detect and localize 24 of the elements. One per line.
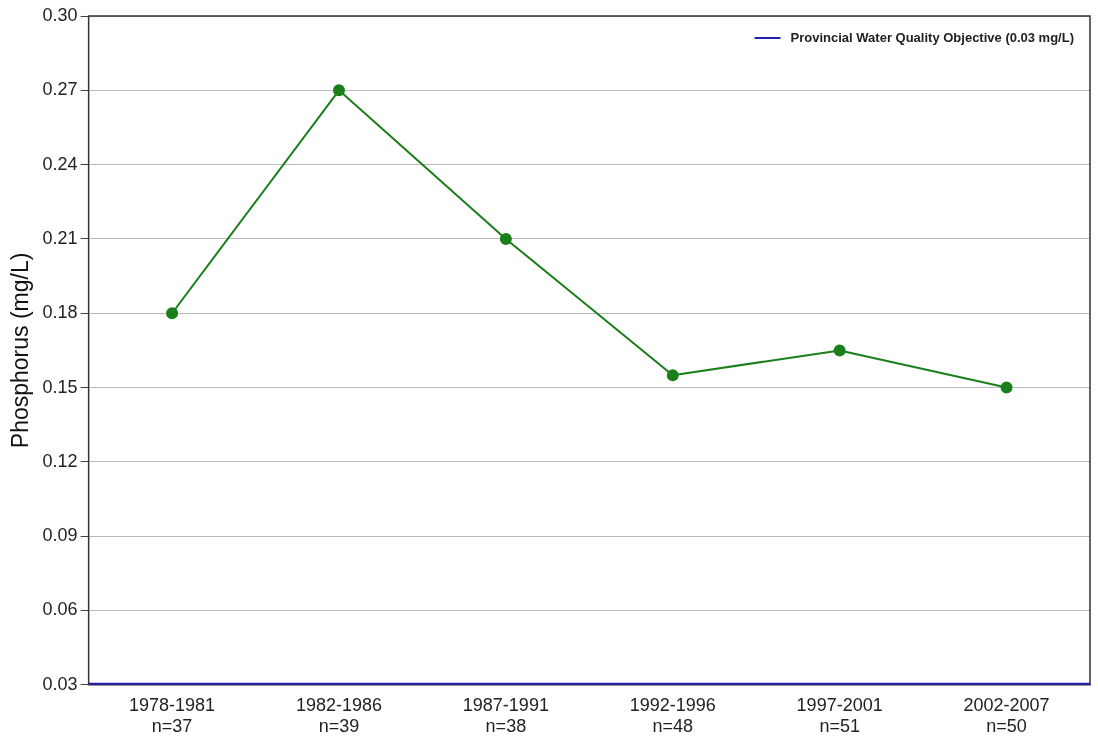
y-tick-label: 0.24 (42, 153, 78, 174)
y-tick-label: 0.03 (42, 673, 78, 694)
y-axis-title: Phosphorus (mg/L) (7, 252, 34, 449)
x-tick-label: 1992-1996 n=48 (629, 694, 716, 737)
point (666, 369, 679, 382)
x-tick-label: 1978-1981 n=37 (129, 694, 216, 737)
point (332, 84, 345, 97)
point (833, 344, 846, 357)
point (1000, 381, 1013, 394)
y-tick-label: 0.15 (42, 376, 78, 397)
x-tick-label: 1987-1991 n=38 (462, 694, 549, 737)
point (166, 307, 179, 320)
y-tick-label: 0.21 (42, 227, 78, 248)
y-tick-label: 0.30 (42, 4, 78, 25)
y-tick-label: 0.27 (42, 79, 78, 100)
x-tick-label: 1997-2001 n=51 (796, 694, 883, 737)
y-tick-label: 0.06 (42, 599, 78, 620)
y-tick-label: 0.12 (42, 450, 78, 471)
y-tick-label: 0.09 (42, 525, 78, 546)
y-tick-label: 0.18 (42, 302, 78, 323)
x-tick-label: 2002-2007 n=50 (963, 694, 1050, 737)
point (499, 232, 512, 245)
x-tick-label: 1982-1986 n=39 (295, 694, 383, 737)
legend-label: Provincial Water Quality Objective (0.03 mg/L) (790, 29, 1074, 45)
